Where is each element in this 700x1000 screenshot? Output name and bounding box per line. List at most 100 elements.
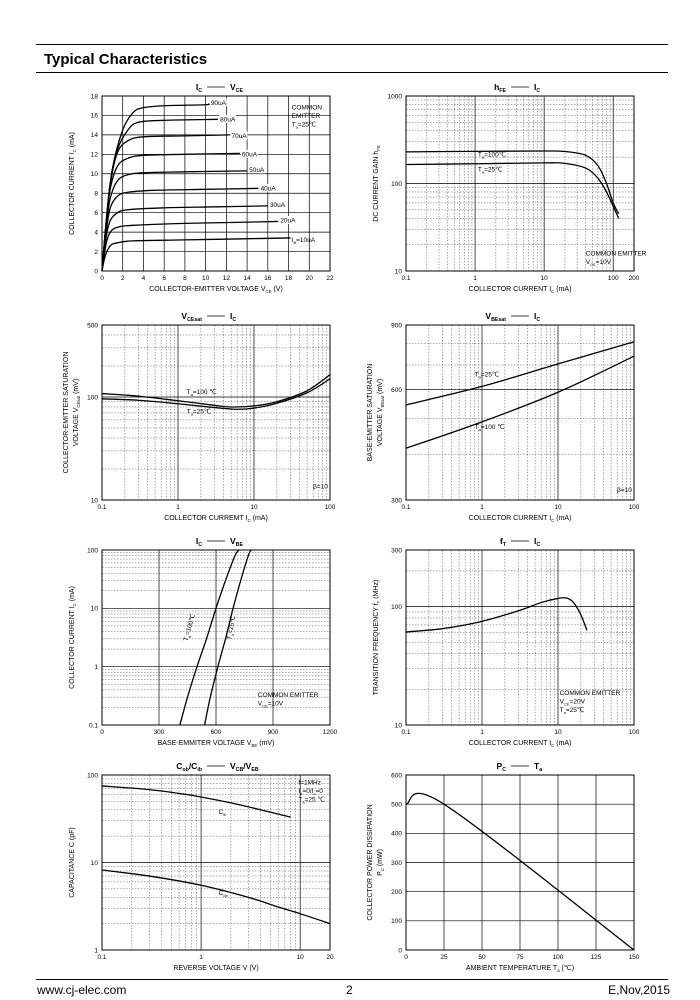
series-label-bg bbox=[219, 114, 236, 123]
x-tick-label: 16 bbox=[264, 275, 272, 282]
y-tick-label: 10 bbox=[91, 497, 99, 504]
x-tick-label: 12 bbox=[223, 275, 231, 282]
chart-title-left: hFE​ bbox=[494, 82, 506, 94]
x-tick-label: 6 bbox=[162, 275, 166, 282]
x-tick-label: 10 bbox=[554, 729, 562, 736]
y-tick-label: 100 bbox=[391, 604, 402, 611]
chart-title-right: IC​ bbox=[534, 311, 540, 323]
annotation-line: β=10 bbox=[617, 487, 632, 494]
x-axis-label: AMBIENT TEMPERATURE Ta​ (℃) bbox=[466, 965, 574, 973]
x-tick-label: 4 bbox=[142, 275, 146, 282]
chart-ft-ic: 0.1 1 10 100 10 100 300 fT​ IC​ COLLECTOR CURRENT… bbox=[373, 536, 640, 748]
y-tick-label: 1 bbox=[94, 664, 98, 671]
y-axis-label-line1: TRANSITION FREQUENCY fT​ (MHz) bbox=[373, 580, 381, 696]
series-label: Ta​=100 ℃ bbox=[475, 423, 505, 432]
x-tick-label: 22 bbox=[326, 275, 334, 282]
y-tick-label: 500 bbox=[87, 322, 98, 329]
chart-pc-ta: 0 25 50 75 100 125 150 0 100 200 300 400 500 600 PC​ Ta… bbox=[367, 761, 640, 973]
series-line-ta100 bbox=[405, 355, 635, 449]
x-tick-label: 50 bbox=[478, 954, 486, 961]
chart-annotation: COMMON EMITTER VCE​=10V bbox=[258, 692, 319, 709]
plot-frame bbox=[101, 549, 331, 726]
chart-title-right: IC​ bbox=[230, 311, 236, 323]
y-axis-label-line1: COLLECTOR-EMITTER SATURATION bbox=[63, 352, 70, 474]
y-axis-label-line1: BASE-EMITTER SATURATION bbox=[367, 364, 374, 462]
series-label-bg bbox=[240, 149, 258, 158]
x-tick-label: 125 bbox=[591, 954, 602, 961]
y-axis-label-line2: VOLTAGE VBEsat​ (mV) bbox=[377, 379, 385, 446]
series-label: 90uA bbox=[211, 100, 227, 107]
annotation-line: COMMON EMITTER bbox=[560, 690, 621, 697]
series-label: 60uA bbox=[242, 151, 258, 158]
x-tick-label: 20 bbox=[306, 275, 314, 282]
y-tick-label: 2 bbox=[94, 249, 98, 256]
y-axis-label-line1: COLLECTOR CURRENT IC​ (mA) bbox=[69, 132, 77, 235]
chart-title: fT​ IC​ bbox=[500, 536, 540, 548]
y-tick-label: 1 bbox=[94, 947, 98, 954]
chart-title: IC​ VBE​ bbox=[196, 536, 244, 548]
y-tick-label: 600 bbox=[391, 387, 402, 394]
chart-title: VBEsat​ IC​ bbox=[485, 311, 540, 323]
chart-title-left: PC​ bbox=[497, 761, 507, 773]
plot-frame bbox=[405, 324, 635, 501]
series-line-ta100 bbox=[405, 150, 620, 215]
x-axis-label: COLLECTOR CURRENT IC​ (mA) bbox=[469, 286, 572, 294]
annotation-line: COMMON EMITTER bbox=[258, 692, 319, 699]
chart-annotation: f=1MHz Ie​=0/Ic​=0Ta​=25 ℃ bbox=[298, 779, 324, 804]
y-tick-label: 100 bbox=[87, 394, 98, 401]
series-line-pc bbox=[405, 792, 635, 951]
series-label: IB​=10uA bbox=[292, 237, 316, 245]
x-tick-label: 1 bbox=[176, 504, 180, 511]
x-tick-label: 150 bbox=[629, 954, 640, 961]
y-tick-label: 300 bbox=[391, 547, 402, 554]
y-tick-label: 0.1 bbox=[89, 722, 98, 729]
series-line-ta25 bbox=[405, 341, 635, 406]
chart-vbesat-ic: 0.1 1 10 100 300 600 900 VBEsat​ IC​ COLLECTOR CU… bbox=[367, 311, 640, 523]
annotation-line: Ta​=25℃ bbox=[292, 121, 317, 130]
y-tick-label: 12 bbox=[91, 152, 99, 159]
series-label: Cob​ bbox=[219, 890, 229, 898]
annotation-line: VCE​=10V bbox=[258, 701, 284, 709]
series-line-10ua bbox=[101, 237, 291, 272]
annotation-line: f=1MHz bbox=[298, 779, 321, 786]
chart-title-right: IC​ bbox=[534, 82, 540, 94]
series-line-20ua bbox=[101, 220, 279, 272]
series-label-bg bbox=[268, 200, 286, 209]
page-title: Typical Characteristics bbox=[44, 51, 208, 68]
series-label: 40uA bbox=[261, 185, 277, 192]
y-axis-label-line1: COLLECTOR POWER DISSIPATION bbox=[367, 804, 374, 920]
series-label-text: Ta​=25℃ bbox=[225, 615, 238, 641]
annotation-line: β=10 bbox=[313, 483, 328, 490]
header-rule-bottom bbox=[36, 72, 668, 73]
y-axis-label: COLLECTOR CURRENT IC​ (mA) bbox=[69, 586, 77, 689]
y-tick-label: 500 bbox=[391, 801, 402, 808]
chart-title: IC​ VCE​ bbox=[196, 82, 244, 94]
footer-rule bbox=[36, 979, 668, 980]
y-tick-label: 0 bbox=[398, 947, 402, 954]
x-tick-label: 18 bbox=[285, 275, 293, 282]
x-tick-label: 20 bbox=[326, 954, 334, 961]
x-tick-label: 0 bbox=[404, 954, 408, 961]
y-tick-label: 300 bbox=[391, 860, 402, 867]
y-axis-label-line1: CAPACITANCE C (pF) bbox=[69, 827, 76, 898]
series-label-bg bbox=[209, 98, 227, 107]
y-tick-label: 100 bbox=[87, 547, 98, 554]
chart-title: PC​ Ta​ bbox=[497, 761, 543, 773]
x-tick-label: 100 bbox=[608, 275, 619, 282]
y-axis-label: CAPACITANCE C (pF) bbox=[69, 827, 76, 898]
x-axis-label: COLLECTOR-EMITTER VOLTAGE VCE​ (V) bbox=[149, 286, 283, 294]
series-label-bg bbox=[248, 165, 265, 174]
series-label: Ta​=25℃ bbox=[478, 165, 503, 174]
chart-title-left: VCEsat​ bbox=[181, 311, 202, 323]
annotation-line: COMMON EMITTER bbox=[586, 251, 647, 258]
y-axis-label-line1: COLLECTOR CURRENT IC​ (mA) bbox=[69, 586, 77, 689]
footer-website: www.cj-elec.com bbox=[37, 983, 127, 997]
y-axis-label-line2: VOLTAGE VCEsat​ (mV) bbox=[73, 379, 81, 447]
y-tick-label: 100 bbox=[391, 918, 402, 925]
x-axis-label: BASE-EMMITER VOLTAGE VBE​ (mV) bbox=[158, 740, 275, 748]
y-tick-label: 10 bbox=[91, 606, 99, 613]
annotation-line: EMITTER bbox=[292, 113, 321, 120]
